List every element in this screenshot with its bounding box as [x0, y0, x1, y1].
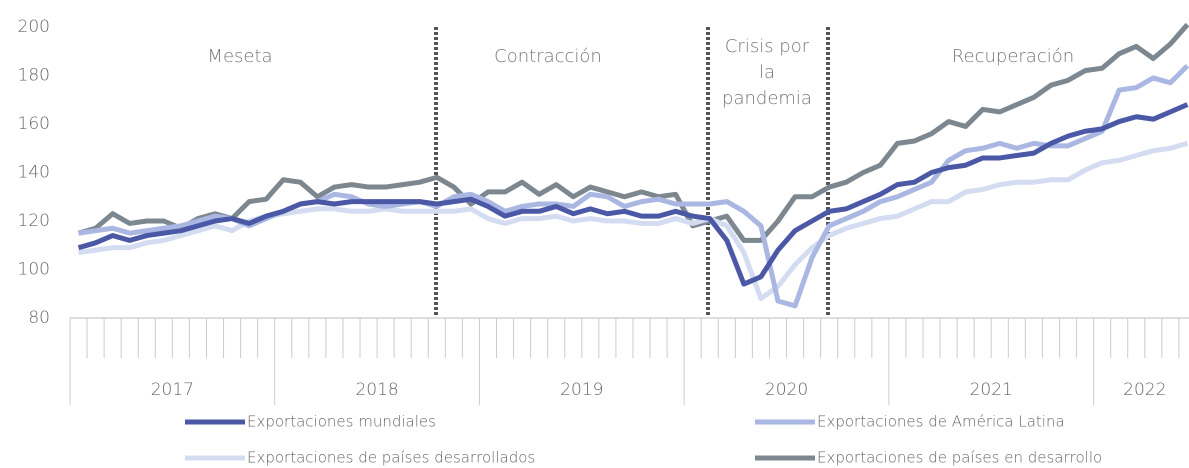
x-year-label: 2021 [970, 380, 1013, 400]
series-lines [77, 22, 1189, 309]
y-tick-label: 120 [18, 211, 50, 231]
y-tick-label: 80 [28, 308, 50, 328]
axes: 80 100 120 140 160 180 200 2017 2018 2019 2020 2021… [18, 17, 1189, 467]
period-label: Recuperación [952, 46, 1074, 67]
period-label: la [759, 62, 775, 83]
y-tick-label: 180 [18, 66, 50, 86]
y-tick-label: 160 [18, 114, 50, 134]
legend-label: Exportaciones mundiales [247, 413, 436, 431]
period-label: pandemia [722, 88, 812, 109]
period-label: Meseta [207, 46, 272, 67]
x-year-label: 2020 [765, 380, 808, 400]
y-tick-label: 200 [18, 17, 50, 37]
y-tick-label: 140 [18, 163, 50, 183]
series-line [77, 102, 1189, 287]
x-year-label: 2017 [151, 380, 194, 400]
y-tick-label: 100 [18, 260, 50, 280]
legend-label: Exportaciones de países desarrollados [247, 449, 535, 467]
x-year-label: 2019 [560, 380, 603, 400]
x-year-label: 2018 [355, 380, 398, 400]
x-year-label: 2022 [1123, 380, 1166, 400]
period-label: Contracción [494, 46, 602, 67]
series-line [77, 22, 1189, 243]
period-label: Crisis por [725, 36, 810, 57]
legend-label: Exportaciones de países en desarrollo [817, 449, 1102, 467]
legend-label: Exportaciones de América Latina [817, 413, 1065, 431]
period-dividers [434, 27, 830, 316]
